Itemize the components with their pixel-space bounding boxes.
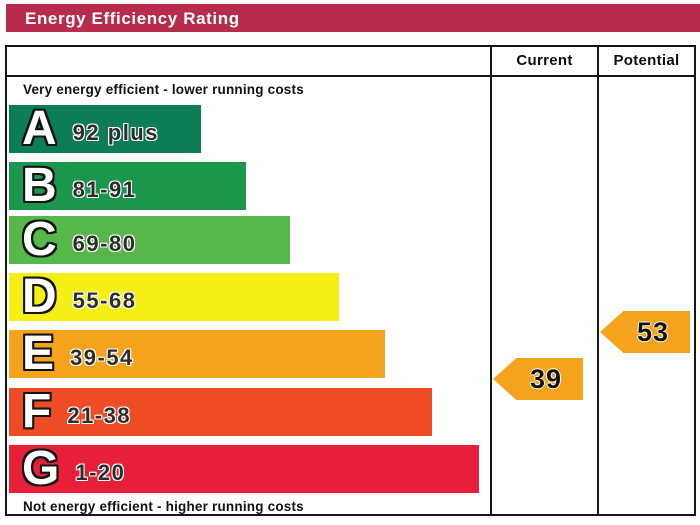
- column-header-potential: Potential: [613, 52, 680, 69]
- band-b-letter: B: [22, 159, 57, 212]
- band-a-letter: A: [22, 102, 57, 155]
- band-d: D 55-68: [9, 273, 339, 321]
- band-g: G 1-20: [9, 445, 479, 493]
- band-d-range: 55-68: [72, 288, 137, 313]
- band-c: C 69-80: [9, 216, 290, 264]
- bottom-note: Not energy efficient - higher running co…: [23, 499, 304, 514]
- current-rating-arrow: 39: [493, 358, 583, 400]
- current-rating-value: 39: [529, 363, 563, 394]
- band-g-letter: G: [22, 442, 60, 495]
- potential-rating-value: 53: [636, 316, 670, 347]
- band-d-letter: D: [22, 270, 57, 323]
- band-b: B 81-91: [9, 162, 246, 210]
- band-e-letter: E: [22, 327, 55, 380]
- potential-rating-arrow: 53: [600, 311, 690, 353]
- current-column-divider: [490, 47, 492, 514]
- band-c-letter: C: [22, 213, 57, 266]
- band-f-range: 21-38: [67, 403, 132, 428]
- band-g-range: 1-20: [75, 460, 126, 485]
- column-header-current: Current: [516, 52, 573, 69]
- band-f-letter: F: [22, 385, 52, 438]
- potential-column-divider: [597, 47, 599, 514]
- table-header-row: [7, 47, 694, 77]
- band-e: E 39-54: [9, 330, 385, 378]
- page-title: Energy Efficiency Rating: [6, 4, 700, 32]
- band-a-range: 92 plus: [72, 120, 159, 145]
- band-a: A 92 plus: [9, 105, 201, 153]
- top-note: Very energy efficient - lower running co…: [23, 82, 304, 97]
- band-f: F 21-38: [9, 388, 432, 436]
- band-e-range: 39-54: [70, 345, 134, 370]
- rating-table: Current Potential Very energy efficient …: [5, 45, 696, 516]
- band-c-range: 69-80: [72, 231, 137, 256]
- band-b-range: 81-91: [72, 177, 137, 202]
